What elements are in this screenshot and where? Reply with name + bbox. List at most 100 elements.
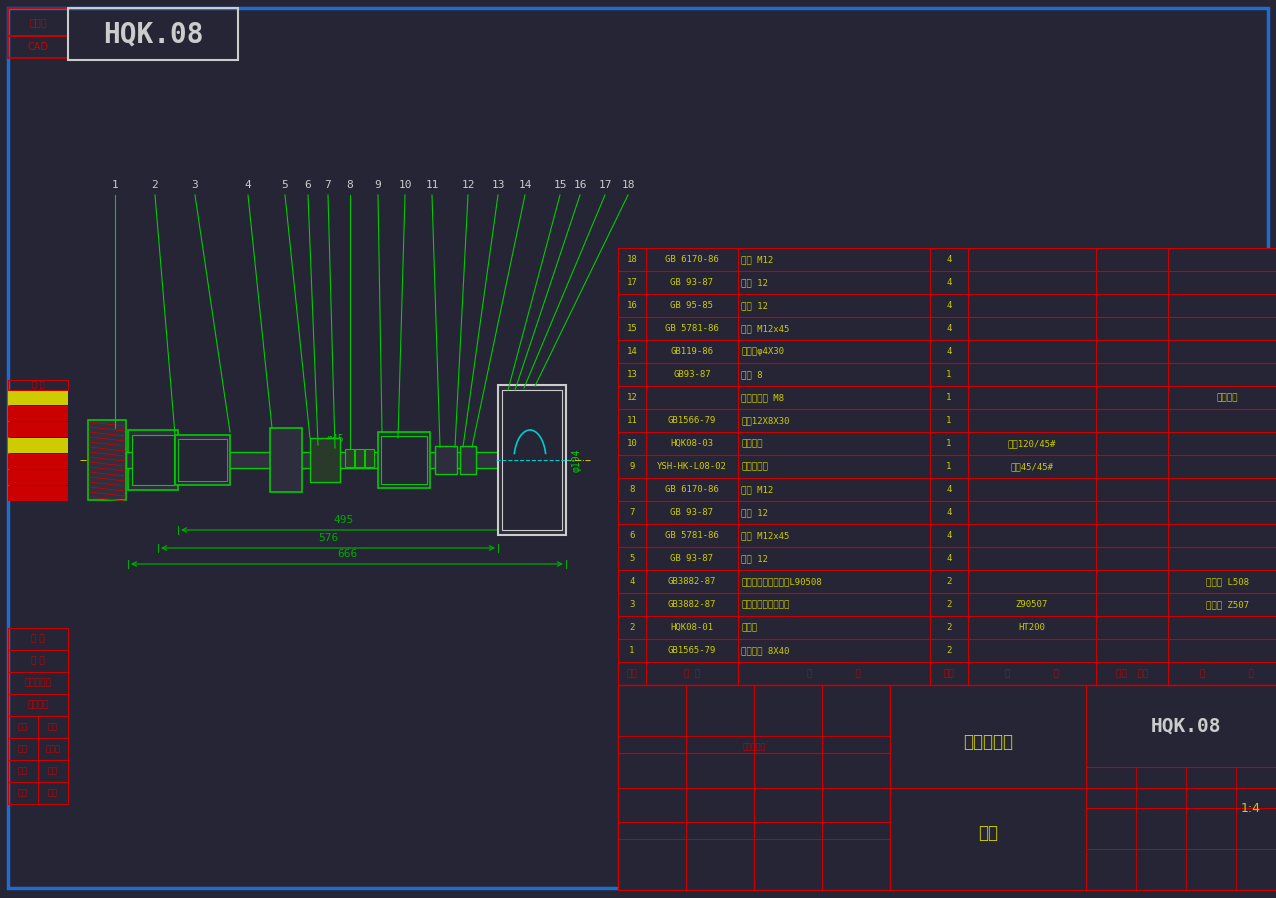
Text: 水 准: 水 准 <box>32 381 45 390</box>
Text: 8: 8 <box>629 485 634 494</box>
Bar <box>8 454 68 469</box>
Bar <box>8 694 68 716</box>
Bar <box>355 449 364 467</box>
Bar <box>8 738 68 760</box>
Text: 负母 M12: 负母 M12 <box>741 255 773 264</box>
Bar <box>8 422 68 437</box>
Text: 批准文件: 批准文件 <box>27 700 48 709</box>
Bar <box>618 753 686 822</box>
Text: 负母 M12: 负母 M12 <box>741 485 773 494</box>
Bar <box>271 428 302 492</box>
Text: 行走驱动轴: 行走驱动轴 <box>741 462 768 471</box>
Text: 15: 15 <box>627 324 638 333</box>
Text: φ194: φ194 <box>572 448 582 471</box>
Text: 批准: 批准 <box>18 788 28 797</box>
Text: GB1565-79: GB1565-79 <box>667 646 716 655</box>
Bar <box>8 628 68 650</box>
Bar <box>1236 849 1276 890</box>
Bar <box>618 524 1276 547</box>
Text: 行走轮: 行走轮 <box>741 623 757 632</box>
Text: 666: 666 <box>337 549 357 559</box>
Bar <box>365 449 374 467</box>
Text: 平锨12X8X30: 平锨12X8X30 <box>741 416 790 425</box>
Bar <box>618 340 1276 363</box>
Bar <box>1086 849 1136 890</box>
Text: 8: 8 <box>347 180 353 190</box>
Bar <box>1236 808 1276 849</box>
Text: 7: 7 <box>629 508 634 517</box>
Bar <box>618 432 1276 455</box>
Bar <box>686 822 754 890</box>
Bar <box>1185 767 1236 808</box>
Bar <box>38 716 68 738</box>
Text: GB 6170-86: GB 6170-86 <box>665 255 718 264</box>
Bar <box>618 839 889 890</box>
Bar <box>822 822 889 890</box>
Text: GB 6170-86: GB 6170-86 <box>665 485 718 494</box>
Text: 单件  总计: 单件 总计 <box>1116 669 1148 678</box>
Bar <box>8 36 68 58</box>
Bar <box>618 593 1276 616</box>
Text: 2: 2 <box>947 577 952 586</box>
Bar <box>382 436 427 484</box>
Text: 7: 7 <box>324 180 332 190</box>
Bar <box>8 650 68 672</box>
Text: 576: 576 <box>318 533 338 543</box>
Bar <box>618 386 1276 409</box>
Text: 座型号 L508: 座型号 L508 <box>1206 577 1248 586</box>
Bar <box>498 385 567 535</box>
Text: 日期: 日期 <box>48 788 57 797</box>
Text: GB119-86: GB119-86 <box>670 347 713 356</box>
Text: 垒圈 12: 垒圈 12 <box>741 301 768 310</box>
Text: 4: 4 <box>947 278 952 287</box>
Bar <box>8 8 68 36</box>
Bar <box>754 753 822 822</box>
Text: 4: 4 <box>245 180 251 190</box>
Text: HQK08-03: HQK08-03 <box>670 439 713 448</box>
Text: 1: 1 <box>947 416 952 425</box>
Text: 数量: 数量 <box>944 669 954 678</box>
Bar <box>618 271 1276 294</box>
Text: 5: 5 <box>629 554 634 563</box>
Bar <box>618 639 1276 662</box>
Bar <box>618 685 1276 890</box>
Bar <box>1136 849 1185 890</box>
Text: 垒圈 12: 垒圈 12 <box>741 554 768 563</box>
Bar <box>618 317 1276 340</box>
Text: 11: 11 <box>425 180 439 190</box>
Text: 垒圈 12: 垒圈 12 <box>741 278 768 287</box>
Bar <box>618 501 1276 524</box>
Bar <box>618 662 1276 685</box>
Bar <box>618 570 1276 593</box>
Bar <box>310 438 339 482</box>
Text: 2: 2 <box>629 623 634 632</box>
Text: 10: 10 <box>627 439 638 448</box>
Text: 标准化检查: 标准化检查 <box>24 679 51 688</box>
Text: HQK.08: HQK.08 <box>103 20 203 48</box>
Text: 1: 1 <box>629 646 634 655</box>
Bar <box>618 294 1276 317</box>
Text: 16: 16 <box>573 180 587 190</box>
Text: 制图: 制图 <box>18 744 28 753</box>
Text: 设计文件号: 设计文件号 <box>743 742 766 751</box>
Text: 1: 1 <box>947 370 952 379</box>
Text: 备        注: 备 注 <box>1201 669 1254 678</box>
Text: 9: 9 <box>629 462 634 471</box>
Bar <box>8 716 68 738</box>
Text: 序号: 序号 <box>627 669 638 678</box>
Text: 18: 18 <box>627 255 638 264</box>
Text: GB1566-79: GB1566-79 <box>667 416 716 425</box>
Text: 4: 4 <box>947 508 952 517</box>
Text: 2: 2 <box>152 180 158 190</box>
Bar <box>618 736 889 788</box>
Text: 材        料: 材 料 <box>1005 669 1059 678</box>
Text: 1:4: 1:4 <box>1242 802 1261 814</box>
Text: 带立式座外球面轴承: 带立式座外球面轴承 <box>741 600 790 609</box>
Text: 1: 1 <box>947 393 952 402</box>
Bar <box>38 738 68 760</box>
Bar <box>8 470 68 485</box>
Text: 4: 4 <box>947 554 952 563</box>
Text: 标准化: 标准化 <box>46 744 60 753</box>
Bar <box>38 760 68 782</box>
Text: 从动齿轮: 从动齿轮 <box>741 439 763 448</box>
